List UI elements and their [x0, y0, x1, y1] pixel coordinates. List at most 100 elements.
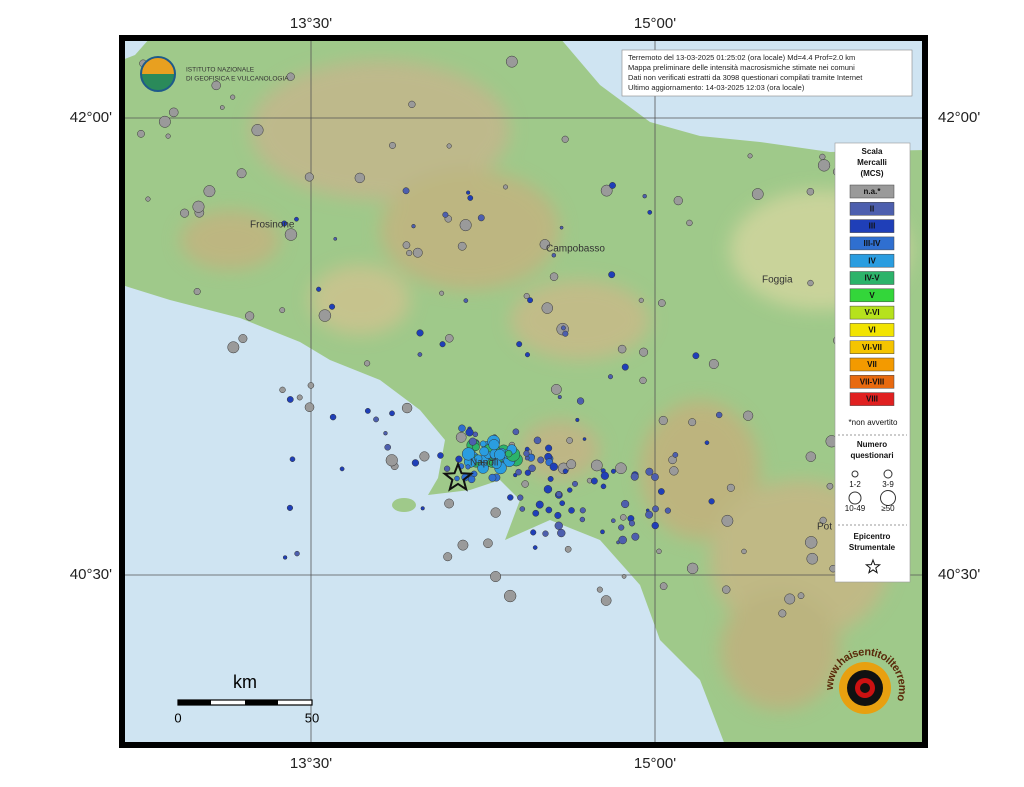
report-dot [621, 363, 629, 371]
legend-swatch [849, 357, 895, 372]
report-dot [618, 535, 627, 545]
report-dot [408, 100, 416, 108]
report-dot [642, 193, 647, 199]
legend-title: Epicentro [854, 532, 891, 541]
frame [119, 35, 928, 748]
epicenter [441, 461, 475, 492]
report-dot [483, 538, 493, 549]
report-dot [532, 545, 538, 550]
report-dot [145, 196, 151, 202]
legend-title: Strumentale [849, 543, 896, 552]
report-dot [657, 488, 665, 495]
report-dot [751, 188, 764, 200]
info-line: Dati non verificati estratti da 3098 que… [628, 73, 863, 82]
report-dot [504, 589, 517, 603]
report-dot [383, 431, 388, 436]
report-dot [817, 159, 831, 172]
report-dot [664, 507, 671, 514]
report-dot [165, 133, 171, 139]
report-dot [645, 467, 654, 476]
report-dot [455, 431, 467, 443]
logo: ISTITUTO NAZIONALE DI GEOFISICA E VULCAN… [140, 56, 289, 92]
report-dot [564, 545, 572, 553]
logo-text: ISTITUTO NAZIONALE [186, 67, 255, 74]
report-dot [554, 521, 563, 530]
report-dot [416, 329, 424, 337]
report-dot [467, 195, 474, 201]
report-dot [784, 593, 796, 605]
report-dot [158, 115, 171, 128]
report-dot [443, 465, 451, 472]
legend-label: IV [868, 256, 876, 265]
report-dot [551, 384, 562, 395]
report-dot [467, 475, 476, 484]
report-dot [279, 307, 286, 314]
report-dot [465, 428, 474, 437]
report-dot [385, 454, 398, 467]
report-dot [804, 536, 818, 549]
report-dot [505, 450, 513, 458]
report-dot [296, 394, 303, 401]
report-dot [618, 524, 625, 531]
report-dot [294, 216, 299, 222]
report-dot [304, 172, 314, 182]
report-dot [339, 466, 345, 472]
coord-label: 13°30' [290, 755, 332, 772]
report-dot [537, 456, 545, 464]
report-dot [673, 196, 683, 206]
report-dot [631, 532, 640, 541]
legend-label: V-VI [864, 308, 879, 317]
report-dot [656, 548, 662, 555]
report-dot [621, 499, 630, 509]
report-dot [373, 416, 379, 423]
report-dot [669, 466, 679, 476]
report-dot [545, 444, 553, 452]
legend-label: III [869, 222, 876, 231]
report-dot [412, 247, 423, 258]
report-dot [576, 397, 585, 405]
report-dot [364, 407, 371, 414]
report-dot [638, 297, 644, 303]
report-dot [286, 504, 294, 511]
report-dot [203, 185, 216, 198]
report-dot [168, 107, 179, 118]
scale-label: 0 [174, 710, 181, 725]
report-dot [137, 129, 145, 138]
legend-note: *non avvertito [849, 418, 898, 427]
report-dot [549, 272, 559, 281]
legend-size [883, 469, 893, 479]
report-dot [639, 347, 649, 357]
report-dot [819, 516, 827, 524]
report-dot [560, 325, 566, 331]
report-dot [333, 236, 338, 241]
report-dot [806, 187, 815, 196]
report-dot [566, 459, 577, 470]
report-dot [211, 80, 221, 91]
report-dot [608, 271, 616, 279]
legend-label: III-IV [864, 239, 882, 248]
report-dot [651, 473, 659, 481]
report-dot [575, 417, 580, 423]
report-dot [628, 520, 636, 527]
report-dot [541, 302, 554, 314]
report-dot [562, 468, 569, 474]
report-dot [402, 241, 411, 249]
report-dot [286, 396, 294, 403]
legend-label: 1-2 [849, 480, 861, 489]
report-dot [559, 225, 564, 230]
report-dot [600, 471, 609, 480]
report-dot [658, 299, 666, 307]
report-dot [532, 509, 540, 517]
report-dot [530, 529, 537, 536]
legend-star [864, 558, 882, 574]
report-dot [557, 394, 562, 400]
legend-swatch [849, 236, 895, 251]
report-dot [445, 334, 454, 343]
report-dot [524, 455, 530, 461]
scale-bar: km 0 50 [174, 672, 319, 726]
report-dot [741, 548, 747, 555]
report-dot [806, 552, 819, 565]
report-dot [535, 500, 544, 509]
report-dot [479, 446, 489, 457]
report-dot [610, 468, 616, 474]
